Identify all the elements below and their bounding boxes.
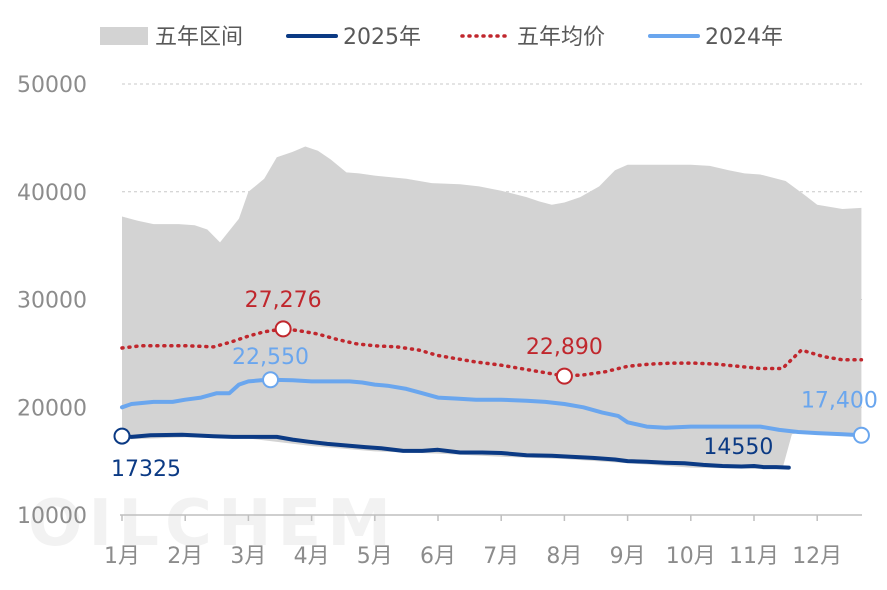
series-line-2024: [120, 377, 864, 438]
x-tick-label: 6月: [420, 544, 456, 569]
five-year-range-area: [122, 146, 862, 469]
x-tick-label: 5月: [357, 544, 393, 569]
data-label: 17,400: [801, 388, 878, 413]
data-label: 14550: [703, 435, 773, 460]
data-point-marker: [274, 320, 292, 338]
legend-swatch-range: [100, 27, 148, 45]
x-tick-label: 1月: [104, 544, 140, 569]
legend: 五年区间 2025年 五年均价 2024年: [100, 25, 783, 50]
y-axis: 10000 20000 30000 40000 50000: [17, 73, 87, 529]
x-tick-label: 2月: [167, 544, 203, 569]
range-area: [122, 146, 862, 469]
data-point-marker: [262, 371, 280, 389]
x-tick-label: 4月: [294, 544, 330, 569]
data-label: 27,276: [245, 288, 322, 313]
x-axis: 1月 2月 3月 4月 5月 6月 7月 8月 9月 10月 11月 12月: [104, 514, 862, 569]
data-point-marker: [852, 426, 870, 444]
x-tick-label: 3月: [230, 544, 266, 569]
legend-label: 2024年: [705, 25, 783, 50]
data-point-marker: [555, 367, 573, 385]
svg-text:OILCHEM: OILCHEM: [28, 487, 397, 561]
legend-label: 五年均价: [517, 25, 605, 50]
data-labels: 27,276 22,890 22,550 17,400 17325 14550: [111, 288, 878, 482]
x-tick-label: 10月: [666, 544, 716, 569]
x-tick-label: 12月: [792, 544, 842, 569]
series-line-five-year-avg: [120, 327, 864, 378]
x-tick-label: 7月: [483, 544, 519, 569]
y-tick-label: 30000: [17, 289, 87, 314]
series-lines: [120, 327, 864, 470]
series-line-2025: [120, 432, 791, 470]
legend-label: 五年区间: [155, 25, 243, 50]
x-tick-label: 9月: [610, 544, 646, 569]
data-label: 22,890: [526, 335, 603, 360]
x-tick-label: 8月: [546, 544, 582, 569]
data-label: 22,550: [232, 345, 309, 370]
x-tick-label: 11月: [729, 544, 779, 569]
y-tick-label: 50000: [17, 73, 87, 98]
watermark: OILCHEM: [28, 487, 397, 561]
y-tick-label: 20000: [17, 396, 87, 421]
data-label: 17325: [111, 457, 181, 482]
series-markers: [113, 320, 870, 445]
y-tick-label: 40000: [17, 181, 87, 206]
y-tick-label: 10000: [17, 504, 87, 529]
legend-label: 2025年: [343, 25, 421, 50]
data-point-marker: [113, 427, 131, 445]
